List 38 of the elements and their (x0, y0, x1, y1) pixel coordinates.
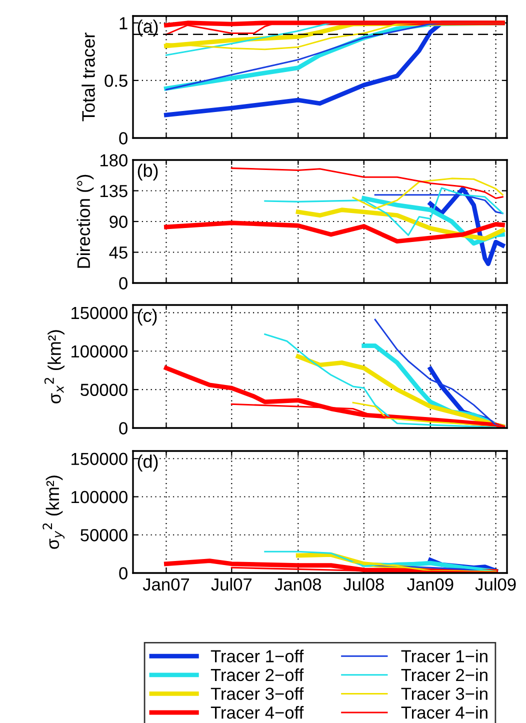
legend-label: Tracer 2−off (210, 668, 304, 682)
x-tick-label: Jul08 (343, 578, 384, 591)
x-tick-label: Jan08 (274, 578, 322, 591)
legend-label: Tracer 1−off (210, 650, 304, 662)
y-tick-label: 0 (119, 277, 128, 290)
legend-label: Tracer 4−off (210, 706, 304, 719)
y-tick-label: 180 (100, 154, 128, 166)
y-tick-label: 150000 (72, 452, 128, 466)
y-axis-title: σ$_{y}$$^{2}$ (km²) (42, 476, 65, 549)
legend-label: Tracer 3−off (210, 687, 304, 700)
y-tick-label: 0.5 (104, 74, 128, 87)
y-tick-label: 1 (120, 17, 128, 30)
x-tick-label: Jul09 (475, 578, 516, 591)
y-tick-label: 0 (119, 422, 128, 434)
annotation: (b) (138, 164, 158, 181)
y-axis-title: Direction (°) (76, 174, 94, 268)
y-tick-label: 100000 (72, 345, 128, 358)
y-axis-title: Total tracer (82, 32, 95, 122)
annotation: (a) (138, 20, 158, 36)
y-tick-label: 90 (110, 216, 128, 228)
y-tick-label: 50000 (80, 384, 128, 396)
y-tick-label: 45 (109, 246, 128, 259)
x-tick-label: Jan07 (142, 578, 190, 591)
x-tick-label: Jul07 (211, 578, 252, 591)
annotation: (d) (138, 454, 158, 472)
legend-label: Tracer 4−in (401, 706, 488, 719)
y-tick-label: 0 (119, 132, 128, 144)
y-tick-label: 50000 (80, 529, 128, 542)
legend-label: Tracer 1−in (401, 650, 488, 662)
annotation: (c) (138, 308, 157, 326)
legend-label: Tracer 3−in (401, 687, 488, 700)
x-tick-label: Jan09 (407, 578, 454, 591)
y-axis-title: σ$_{x}$$^{2}$ (km²) (44, 330, 64, 404)
y-tick-label: 150000 (72, 306, 128, 320)
legend-label: Tracer 2−in (401, 668, 488, 682)
y-tick-label: 135 (100, 184, 128, 198)
y-tick-label: 0 (119, 567, 128, 580)
y-tick-label: 100000 (72, 490, 128, 504)
